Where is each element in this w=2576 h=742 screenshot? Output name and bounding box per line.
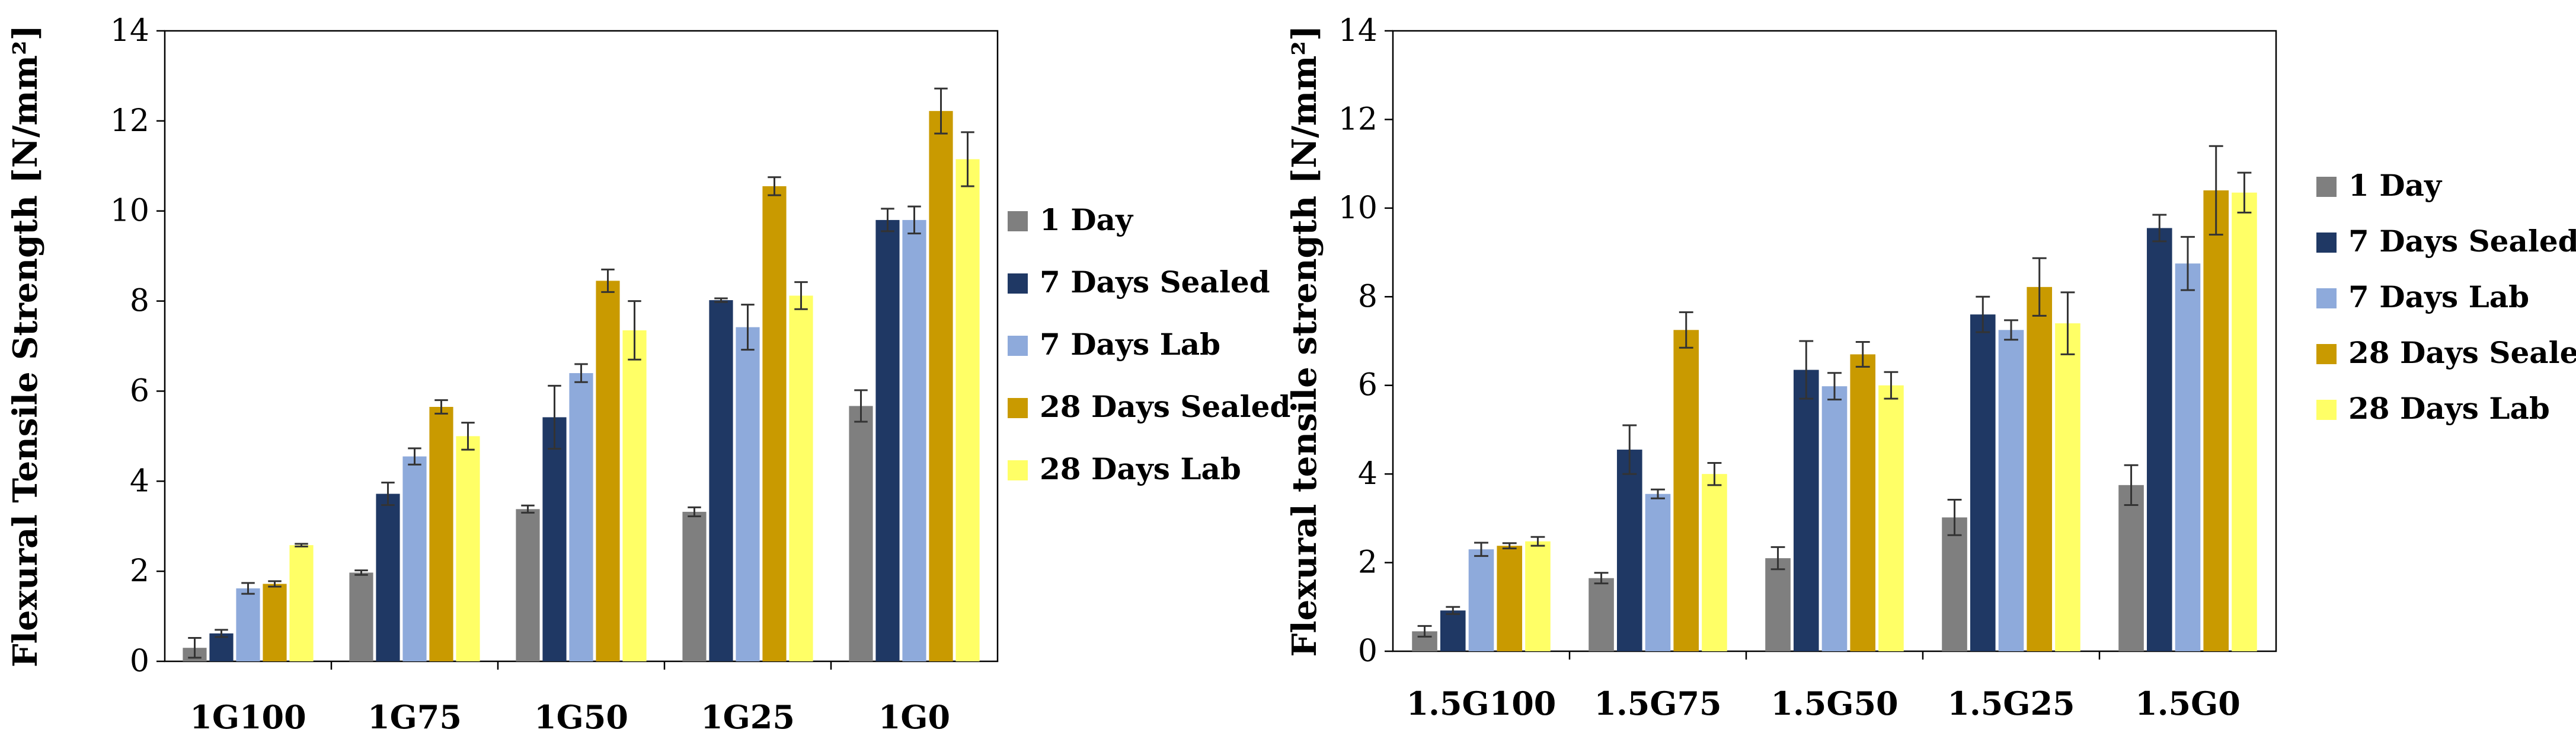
bar [2118,485,2144,651]
bar [542,417,567,661]
category-label: 1G50 [534,698,628,736]
legend-label: 28 Days Sealed [2348,335,2576,370]
category-label: 1.5G75 [1594,684,1721,722]
y-tick-label: 2 [1358,545,1378,581]
bar [849,406,873,661]
bar [2146,228,2172,651]
bar [289,545,314,661]
legend-label: 7 Days Lab [1040,327,1220,362]
bar [569,373,593,661]
y-tick-label: 2 [130,553,149,589]
y-tick-label: 6 [130,373,149,409]
bar [456,436,480,661]
y-tick-label: 12 [110,103,149,139]
legend-label: 7 Days Lab [2348,279,2529,314]
bar [1878,385,1904,651]
legend-swatch [1008,336,1028,356]
legend-label: 28 Days Lab [2348,391,2550,426]
bar [402,456,427,661]
bar [1793,370,1819,651]
legend-swatch [1008,398,1028,418]
bar [1970,314,1996,651]
bar [709,300,733,661]
bar [376,493,400,661]
y-tick-label: 0 [130,644,149,679]
legend-swatch [2316,177,2337,197]
legend-label: 28 Days Lab [1040,451,1241,486]
bar [1525,541,1551,651]
bar [1616,450,1642,651]
bar [1850,354,1876,651]
bar [1765,558,1791,651]
bar [1998,330,2024,651]
category-label: 1G25 [701,698,795,736]
category-label: 1.5G0 [2135,684,2241,722]
y-tick-label: 4 [130,463,149,499]
bar [929,111,953,662]
bar [682,511,707,661]
bar [2175,263,2201,651]
bar [1589,578,1614,651]
legend-swatch [2316,400,2337,420]
bar [875,219,900,661]
category-label: 1G75 [367,698,462,736]
y-tick-label: 8 [1358,279,1378,314]
bar [209,633,234,661]
legend-swatch [1008,273,1028,294]
bar [1497,546,1523,651]
legend-swatch [1008,211,1028,231]
category-label: 1.5G25 [1947,684,2075,722]
bar [2027,286,2053,651]
bar [1440,610,1466,651]
y-tick-label: 8 [130,284,149,319]
bar [2055,323,2080,651]
bar [236,588,260,661]
legend-label: 28 Days Sealed [1040,389,1290,424]
legend-swatch [2316,233,2337,253]
bar [1942,517,1967,651]
legend-swatch [1008,460,1028,480]
chart-left: 0 2 4 6 8 10 12 14 Flexural Tensile Strength [N/… [6,13,1290,736]
bar [596,281,620,661]
bar [349,572,373,661]
y-tick-label: 14 [1338,13,1378,49]
bar [1673,330,1699,651]
bar [516,509,540,661]
bar [263,584,287,661]
y-tick-label: 10 [1338,190,1378,226]
legend-label: 7 Days Sealed [2348,224,2576,259]
bar [902,219,926,661]
bar [789,295,813,662]
y-tick-label: 0 [1358,633,1378,669]
bar [1821,386,1848,651]
category-label: 1G100 [190,698,306,736]
y-axis-title: Flexural tensile strength [N/mm²] [1285,26,1324,657]
bar [1702,474,1727,651]
bar [2232,192,2257,651]
chart-right: 0 2 4 6 8 10 12 14 Flexural tensile strength [N/… [1285,13,2576,722]
bar [1645,493,1671,651]
bar [622,330,647,661]
bar [955,159,980,661]
legend-label: 1 Day [2348,168,2443,203]
category-label: 1G0 [878,698,950,736]
bar [736,327,760,661]
bar [1468,549,1494,651]
category-label: 1.5G100 [1407,684,1557,722]
category-label: 1.5G50 [1770,684,1898,722]
bar [2203,190,2229,651]
y-tick-label: 14 [110,13,149,49]
y-tick-label: 12 [1338,101,1378,137]
legend-label: 7 Days Sealed [1040,265,1270,300]
bar [429,407,453,661]
bar [762,186,787,661]
legend-label: 1 Day [1040,202,1134,237]
y-axis-title: Flexural Tensile Strength [N/mm²] [6,25,45,667]
y-tick-label: 4 [1358,456,1378,492]
y-tick-label: 6 [1358,368,1378,403]
legend-swatch [2316,344,2337,364]
legend-swatch [2316,288,2337,308]
y-tick-label: 10 [110,193,149,229]
